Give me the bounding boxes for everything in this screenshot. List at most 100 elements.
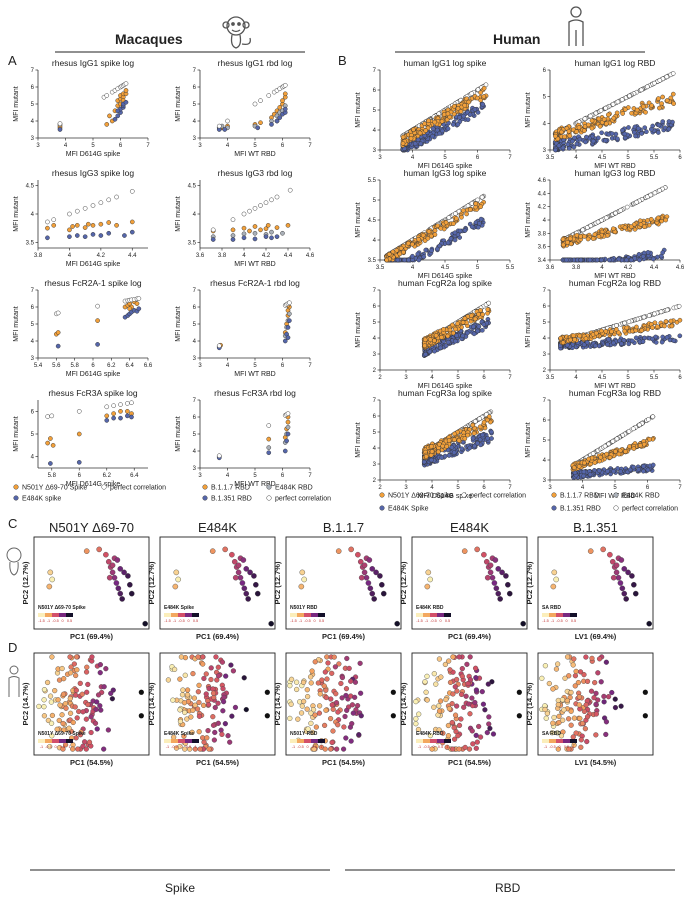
legend-label: E484K spike <box>22 496 61 503</box>
n501y-point <box>444 444 450 449</box>
n501y-point <box>583 336 589 341</box>
perfect-point <box>619 97 625 102</box>
pca-point <box>343 686 350 692</box>
pca-point <box>352 694 358 700</box>
e484k-point <box>666 126 672 132</box>
e484k-point <box>593 343 598 349</box>
e484k-point <box>570 138 575 144</box>
y-tick-label: 7 <box>31 288 35 294</box>
x-axis-label: MFI D614G spike <box>66 151 121 158</box>
n501y-point <box>669 323 675 329</box>
pca-point <box>477 734 484 740</box>
color-scale-tick: 1 <box>194 745 196 749</box>
legend-label: E484K Spike <box>388 506 429 513</box>
data-point <box>90 223 96 228</box>
n501y-point <box>582 234 587 239</box>
perfect-point <box>603 105 608 111</box>
pca-point <box>215 673 222 679</box>
pca-point <box>82 739 88 745</box>
y-tick-label: 3.5 <box>26 240 35 246</box>
pca-point <box>505 581 511 588</box>
color-scale-swatch <box>185 739 192 743</box>
perfect-point <box>631 426 636 432</box>
pca-point <box>203 671 209 677</box>
pca-point <box>83 746 89 752</box>
data-point <box>287 311 292 317</box>
pca-point <box>52 688 58 694</box>
n501y-point <box>571 465 577 471</box>
n501y-point <box>417 130 423 136</box>
perfect-point <box>595 219 601 225</box>
data-point <box>269 122 274 127</box>
y-axis-label: MFI mutant <box>13 416 20 451</box>
data-point <box>118 402 123 407</box>
data-point <box>136 296 142 301</box>
pca-point <box>324 676 330 682</box>
e484k-point <box>432 348 437 354</box>
pca-point <box>210 690 217 696</box>
pca-y-label: PC2 (12.7%) <box>399 561 408 604</box>
data-point <box>282 91 288 97</box>
y-tick-label: 4.5 <box>188 184 197 190</box>
perfect-point <box>453 211 458 216</box>
data-point <box>107 113 112 119</box>
n501y-point <box>441 326 446 332</box>
x-tick-label: 4.5 <box>598 375 607 381</box>
pca-point <box>74 667 80 673</box>
e484k-point <box>626 341 632 347</box>
n501y-point <box>481 94 487 99</box>
e484k-point <box>467 112 473 118</box>
pca-point <box>350 710 356 716</box>
pca-point <box>316 710 322 716</box>
e484k-point <box>475 224 481 230</box>
pca-point <box>74 654 80 660</box>
pca-point <box>486 721 492 727</box>
pca-point <box>335 548 342 554</box>
legend-marker <box>202 484 208 490</box>
pca-point <box>212 729 218 736</box>
data-point <box>74 233 80 238</box>
pca-point <box>110 687 116 693</box>
y-tick-label: 3.5 <box>368 258 377 264</box>
n501y-point <box>470 422 476 428</box>
e484k-point <box>445 240 451 246</box>
pca-point <box>103 551 109 558</box>
pca-point <box>394 620 400 627</box>
pca-point <box>367 585 374 592</box>
y-tick-label: 5.5 <box>368 178 377 184</box>
n501y-point <box>460 208 466 213</box>
data-point <box>50 443 56 448</box>
pca-point <box>103 666 109 672</box>
e484k-point <box>471 331 477 337</box>
color-scale-swatch <box>423 613 430 617</box>
color-scale-swatch <box>171 739 178 743</box>
n501y-point <box>416 236 421 242</box>
chart-title: human FcgR3a log RBD <box>569 388 661 398</box>
perfect-point <box>641 314 647 320</box>
data-point <box>104 122 110 127</box>
color-scale-tick: 0.5 <box>60 745 65 749</box>
y-tick-label: 5 <box>373 430 377 436</box>
pca-point <box>424 697 430 703</box>
e484k-point <box>443 343 449 349</box>
n501y-point <box>478 97 483 103</box>
pca-point <box>361 569 368 576</box>
pca-point <box>433 681 439 687</box>
pca-point <box>423 689 429 695</box>
pca-point <box>438 674 444 680</box>
perfect-point <box>588 223 594 229</box>
n501y-point <box>566 129 572 134</box>
n501y-point <box>634 324 639 330</box>
pca-point <box>115 585 122 592</box>
y-tick-label: 7 <box>543 398 547 404</box>
e484k-point <box>636 467 641 472</box>
data-point <box>104 418 110 423</box>
n501y-point <box>649 103 655 108</box>
legend-label: B.1.1.7 RBD <box>211 485 250 492</box>
x-tick-label: 4 <box>430 375 434 381</box>
pca-point <box>458 691 465 698</box>
data-point <box>70 224 75 229</box>
e484k-point <box>481 322 487 327</box>
color-scale-swatch <box>164 613 171 617</box>
